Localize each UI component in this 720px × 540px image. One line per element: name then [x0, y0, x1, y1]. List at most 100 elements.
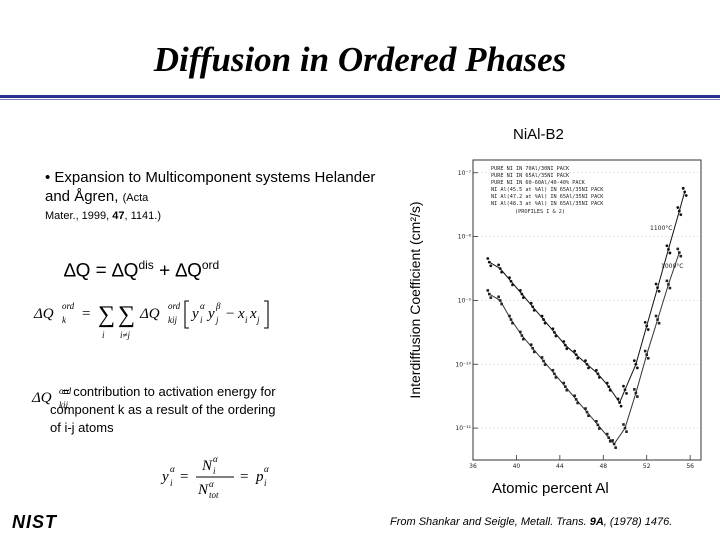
x-tick-label: 40: [513, 463, 521, 470]
citation-volume: 47: [112, 210, 125, 222]
svg-text:α: α: [200, 301, 205, 311]
data-point: [657, 289, 661, 293]
svg-text:ΔQ: ΔQ: [33, 306, 54, 322]
svg-text:p: p: [255, 469, 264, 485]
data-point: [520, 334, 524, 337]
data-point: [679, 254, 683, 258]
svg-text:x: x: [237, 306, 245, 322]
svg-text:tot: tot: [209, 490, 219, 500]
contribution-line-3: of i-j atoms: [50, 420, 114, 435]
deltaq-kij-symbol: ΔQ ord kij: [31, 386, 72, 410]
data-point: [667, 283, 670, 286]
data-point: [676, 247, 680, 251]
contribution-line-2: component k as a result of the ordering: [50, 402, 276, 417]
y-tick-label: 10⁻⁷: [458, 170, 472, 177]
data-point: [665, 244, 669, 248]
data-point: [529, 301, 533, 305]
svg-text:i: i: [245, 315, 248, 325]
deltaq-sup-ord: ord: [201, 258, 220, 272]
data-point: [587, 414, 590, 418]
data-point: [531, 346, 535, 350]
data-point: [645, 324, 649, 328]
data-point: [500, 270, 504, 274]
data-point: [519, 330, 522, 334]
svg-text:α: α: [170, 464, 175, 474]
data-point: [509, 279, 513, 283]
data-point: [531, 305, 535, 309]
data-point: [596, 372, 600, 376]
data-point: [657, 321, 661, 325]
data-point: [645, 353, 649, 356]
data-point: [551, 368, 555, 372]
data-point: [614, 446, 617, 449]
plot-ticks: 10⁻⁷ 10⁻⁸ 10⁻⁹ 10⁻¹⁰ 10⁻¹¹ 36 40 44 48 52 56: [455, 170, 694, 470]
contribution-description: = contribution to activation energy for …: [32, 383, 372, 437]
source-prefix: From Shankar and Seigle, Metall. Trans.: [390, 516, 590, 528]
svg-text:i: i: [102, 330, 105, 340]
data-point: [681, 186, 685, 190]
y-axis-label: Interdiffusion Coefficient (cm²/s): [407, 201, 423, 399]
data-point: [508, 314, 511, 318]
data-point: [522, 337, 525, 341]
svg-text:N: N: [197, 482, 209, 498]
data-point: [679, 213, 683, 217]
data-point: [532, 309, 536, 312]
data-point: [668, 286, 672, 290]
data-point: [574, 398, 578, 401]
data-point: [529, 343, 533, 346]
data-point: [587, 366, 590, 370]
svg-text:i: i: [213, 466, 216, 476]
data-point: [520, 292, 524, 296]
data-point: [654, 282, 658, 286]
svg-text:ΔQ: ΔQ: [31, 390, 52, 406]
data-point: [665, 279, 669, 283]
data-point: [635, 366, 639, 370]
legend-entry: PURE NI IN 60-60Al/40-40% PACK: [491, 180, 586, 186]
data-point: [595, 419, 598, 423]
svg-text:y: y: [206, 306, 215, 322]
data-point: [518, 289, 522, 292]
data-point: [632, 359, 636, 363]
svg-text:=: =: [180, 469, 188, 485]
svg-text:i: i: [170, 478, 173, 488]
data-point: [594, 368, 598, 372]
data-point: [497, 263, 501, 267]
data-point: [562, 381, 566, 385]
data-point: [667, 247, 670, 251]
y-tick-label: 10⁻¹¹: [455, 425, 471, 432]
interdiffusion-plot: 10⁻⁷ 10⁻⁸ 10⁻⁹ 10⁻¹⁰ 10⁻¹¹ 36 40 44 48 52 56 PURE …: [445, 150, 715, 472]
data-point: [543, 363, 547, 366]
citation-prefix: Mater., 1999,: [45, 210, 113, 222]
svg-text:α: α: [264, 464, 269, 474]
data-point: [677, 209, 681, 213]
data-point: [625, 430, 628, 433]
data-point: [607, 385, 611, 388]
data-point: [656, 286, 659, 290]
x-tick-label: 52: [643, 463, 651, 470]
data-point: [605, 432, 609, 436]
svg-text:∑: ∑: [118, 302, 135, 328]
data-point: [553, 372, 556, 376]
legend-entry: NI Al(47.2 at %Al) IN 65Al/35NI PACK: [491, 194, 604, 200]
svg-text:ord: ord: [168, 301, 181, 311]
figure-source: From Shankar and Seigle, Metall. Trans. …: [390, 516, 672, 528]
data-point: [584, 407, 587, 410]
data-point: [608, 388, 612, 392]
data-point: [608, 439, 612, 443]
legend-entry: (PROFILES I & 2): [515, 209, 565, 215]
data-point: [625, 391, 628, 395]
figure-label: NiAl-B2: [513, 126, 564, 143]
data-point: [676, 206, 680, 209]
data-point: [553, 330, 556, 334]
bullet-text: • Expansion to Multicomponent systems He…: [45, 169, 376, 205]
data-point: [646, 328, 650, 331]
data-point: [597, 376, 601, 379]
svg-text:ord: ord: [62, 301, 75, 311]
data-point: [618, 401, 621, 404]
svg-text:−: −: [226, 306, 234, 322]
data-point: [540, 314, 544, 318]
data-point: [576, 356, 580, 360]
data-point: [619, 404, 623, 408]
y-tick-label: 10⁻⁸: [458, 234, 472, 241]
bullet-cite-journal: (Acta: [122, 192, 149, 204]
